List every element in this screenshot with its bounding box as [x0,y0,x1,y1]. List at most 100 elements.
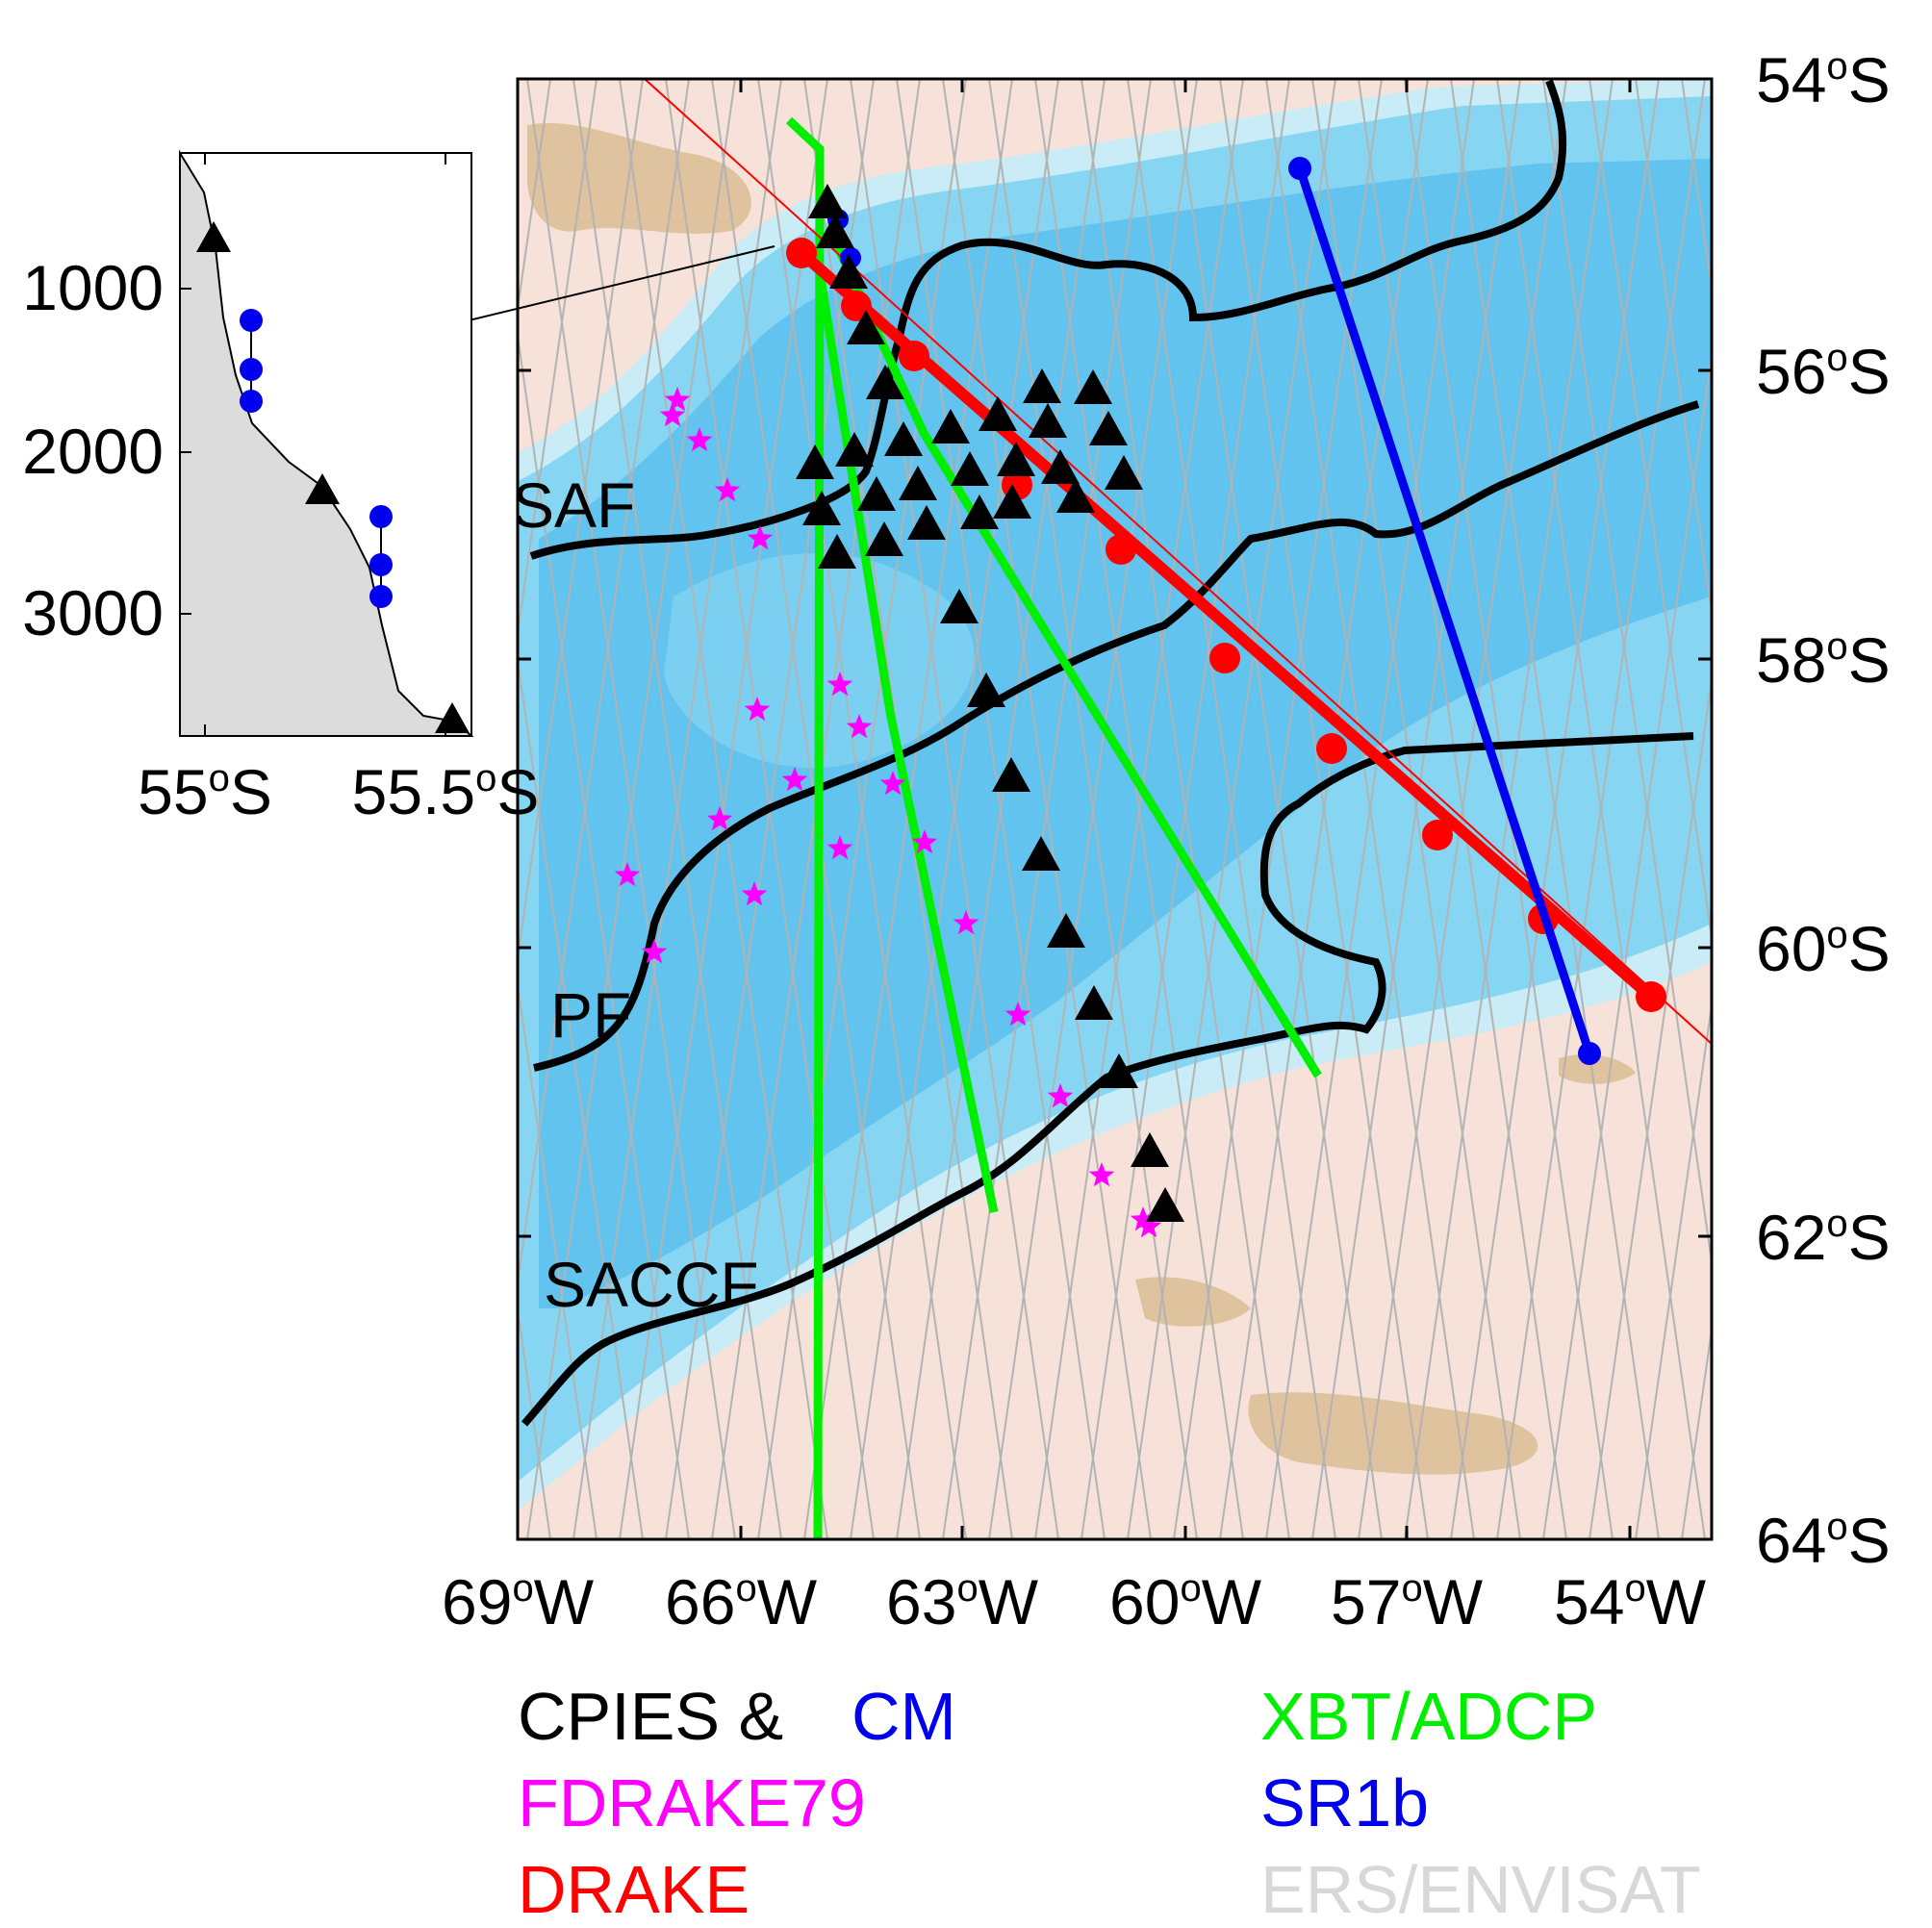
fdrake79-station [747,525,774,550]
drake-station [899,341,929,371]
lat-tick-label: 60oS [1756,913,1891,984]
lat-tick-label-value: 58 [1756,624,1826,696]
inset-lat-label-hemisphere: S [496,756,539,827]
lon-tick-label-degree: o [1624,1567,1645,1610]
cpies-station [1105,455,1143,490]
fdrake79-station [641,939,668,964]
lon-tick-label-hemisphere: W [1423,1566,1484,1637]
cpies-station [829,254,868,289]
front-pf-line [533,400,1700,1072]
cpies-station [865,521,903,556]
inset-depth-label: 3000 [22,577,164,648]
legend-cpies: CPIES & [518,1679,783,1754]
cpies-station [1146,1187,1184,1222]
cpies-station [1089,411,1128,445]
lat-tick-label-value: 56 [1756,336,1826,407]
sr1b-start-marker [1288,157,1311,180]
inset-depth-label: 2000 [22,416,164,487]
drake-station [1316,733,1347,764]
cpies-station [1029,403,1067,438]
cpies-station [857,476,896,511]
fdrake79-station [781,767,808,792]
lon-tick-label-degree: o [1180,1567,1201,1610]
drake-line [798,248,1655,1002]
fdrake79-station [846,714,873,739]
inset-cm-instrument [240,358,263,381]
fdrake79-station [741,881,768,906]
inset-depth-profile: 1000 2000 3000 55oS 55.5oS [22,149,539,827]
lon-tick-label-degree: o [956,1567,978,1610]
inset-depth-axis: 1000 2000 3000 [22,252,191,648]
xbt-line-a [785,116,825,1539]
lat-tick-label-hemisphere: S [1848,624,1891,696]
lat-tick-label-hemisphere: S [1848,44,1891,115]
cpies-station [1056,478,1095,513]
lat-tick-label: 58oS [1756,624,1891,696]
lon-tick-label-hemisphere: W [534,1566,595,1637]
cpies-station [997,442,1035,476]
cpies-station [847,310,885,344]
cpies-station [931,409,970,444]
cpies-station [1041,449,1080,484]
sr1b-line [1295,166,1594,1055]
cpies-stations [796,184,1184,1222]
lon-tick-label-value: 54 [1554,1566,1624,1637]
fdrake79-stations [614,387,1162,1238]
cpies-station [1131,1132,1169,1167]
lon-tick-label-hemisphere: W [979,1566,1039,1637]
lat-tick-label-degree: o [1826,914,1847,956]
lon-tick-label-degree: o [1401,1567,1422,1610]
fdrake79-station [664,387,691,412]
front-label-pf: PF [550,979,631,1051]
cpies-station [1023,368,1061,403]
drake-station [1106,534,1136,565]
inset-lat-label: 55.5oS [352,756,540,827]
lat-tick-label: 56oS [1756,336,1891,407]
fdrake79-station [1047,1083,1074,1108]
inset-lat-label-degree: o [209,757,230,799]
lat-tick-label: 64oS [1756,1505,1891,1576]
cpies-station [967,672,1005,707]
lat-tick-label: 54oS [1756,44,1891,115]
cpies-station [940,589,979,623]
lon-tick-label-hemisphere: W [757,1566,818,1637]
inset-lat-label-hemisphere: S [230,756,272,827]
inset-depth-label: 1000 [22,252,164,323]
drake-station [1636,981,1666,1012]
lon-tick-label-value: 60 [1109,1566,1180,1637]
xbt-line-b [813,259,999,1213]
fdrake79-station [953,910,979,935]
lat-tick-label-degree: o [1826,1506,1847,1548]
lon-tick-label-value: 63 [886,1566,956,1637]
inset-cpies-triangle [196,221,231,252]
inset-cpies-triangle [435,702,470,733]
inset-lat-label-degree: o [475,757,496,799]
lon-tick-label-value: 66 [665,1566,735,1637]
cpies-station [1100,1053,1138,1088]
lat-tick-label-value: 60 [1756,913,1826,984]
fdrake79-station [744,697,771,722]
lat-tick-label-hemisphere: S [1848,1202,1891,1273]
cpies-station [1075,985,1113,1020]
legend-sr1b: SR1b [1260,1765,1429,1840]
cpies-station [835,432,874,467]
inset-latitude-axis: 55oS 55.5oS [138,153,539,827]
lat-tick-label-hemisphere: S [1848,913,1891,984]
lat-tick-label-value: 62 [1756,1202,1826,1273]
cpies-station [993,484,1031,519]
fdrake79-station [1135,1213,1162,1238]
inset-lat-label: 55oS [138,756,272,827]
lon-tick-label: 63oW [886,1566,1039,1637]
lon-tick-label: 69oW [442,1566,595,1637]
cpies-station [1047,913,1085,948]
lon-tick-label-value: 57 [1331,1566,1401,1637]
lon-tick-label: 60oW [1109,1566,1262,1637]
front-label-saf: SAF [512,469,635,541]
cpies-station [1074,369,1112,404]
cpies-station [1022,836,1060,871]
lon-tick-label: 66oW [665,1566,818,1637]
fdrake79-station [659,402,686,427]
fdrake79-station [911,829,938,854]
ground-track [1635,79,1712,621]
